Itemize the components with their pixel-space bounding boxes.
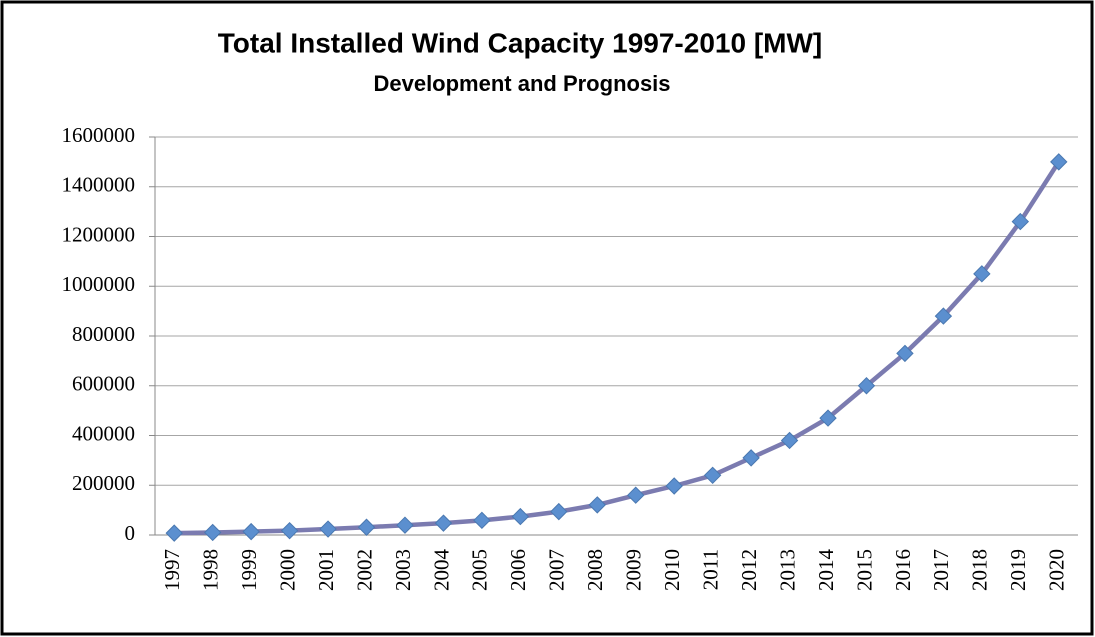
marker <box>588 496 606 514</box>
marker <box>780 431 799 450</box>
marker <box>357 518 376 536</box>
marker <box>896 344 914 363</box>
marker <box>165 524 183 542</box>
y-tick-label: 1200000 <box>62 222 136 246</box>
y-tick-label: 800000 <box>72 322 135 346</box>
x-tick-label: 2005 <box>468 549 492 591</box>
x-tick-label: 2014 <box>814 549 838 592</box>
marker <box>627 486 645 504</box>
x-tick-label: 2013 <box>775 549 799 591</box>
marker <box>203 523 222 542</box>
x-tick-label: 2003 <box>391 549 415 591</box>
x-tick-label: 1999 <box>237 549 261 591</box>
marker <box>857 377 876 395</box>
x-tick-label: 2015 <box>852 549 876 591</box>
y-tick-label: 1600000 <box>62 123 136 147</box>
y-tick-label: 400000 <box>72 421 135 445</box>
marker <box>934 307 953 325</box>
marker <box>280 521 299 540</box>
y-tick-label: 1000000 <box>62 272 136 296</box>
x-tick-label: 2020 <box>1045 549 1069 591</box>
y-tick-label: 200000 <box>72 471 135 495</box>
marker <box>703 466 722 485</box>
x-tick-label: 2017 <box>929 549 953 591</box>
marker <box>665 477 683 495</box>
y-tick-label: 600000 <box>72 372 135 396</box>
marker <box>550 502 568 521</box>
marker <box>434 514 453 532</box>
chart-title: Total Installed Wind Capacity 1997-2010 … <box>218 27 822 58</box>
y-tick-label: 1400000 <box>62 173 136 197</box>
marker <box>973 265 991 283</box>
x-tick-label: 2008 <box>583 549 607 591</box>
x-tick-label: 2010 <box>660 549 684 591</box>
x-tick-label: 2012 <box>737 549 761 591</box>
y-tick-label: 0 <box>125 521 136 545</box>
x-tick-label: 1998 <box>199 549 223 591</box>
marker <box>396 516 414 534</box>
x-tick-label: 2002 <box>352 549 376 591</box>
marker <box>511 507 530 526</box>
x-tick-label: 2007 <box>545 549 569 591</box>
marker <box>819 409 837 427</box>
x-tick-label: 2009 <box>622 549 646 591</box>
x-tick-label: 2000 <box>275 549 299 591</box>
x-tick-label: 2001 <box>314 549 338 591</box>
chart-subtitle: Development and Prognosis <box>373 71 670 96</box>
marker <box>319 520 337 538</box>
marker <box>1050 153 1068 171</box>
x-tick-label: 2019 <box>1006 549 1030 591</box>
x-tick-label: 1997 <box>160 549 184 591</box>
marker <box>742 449 760 467</box>
x-tick-label: 2004 <box>429 549 453 592</box>
x-tick-label: 2006 <box>506 549 530 591</box>
marker <box>242 522 260 541</box>
marker <box>1011 212 1030 231</box>
x-tick-label: 2018 <box>968 549 992 591</box>
marker <box>473 511 491 530</box>
x-tick-label: 2016 <box>891 549 915 591</box>
x-tick-label: 2011 <box>698 549 722 590</box>
